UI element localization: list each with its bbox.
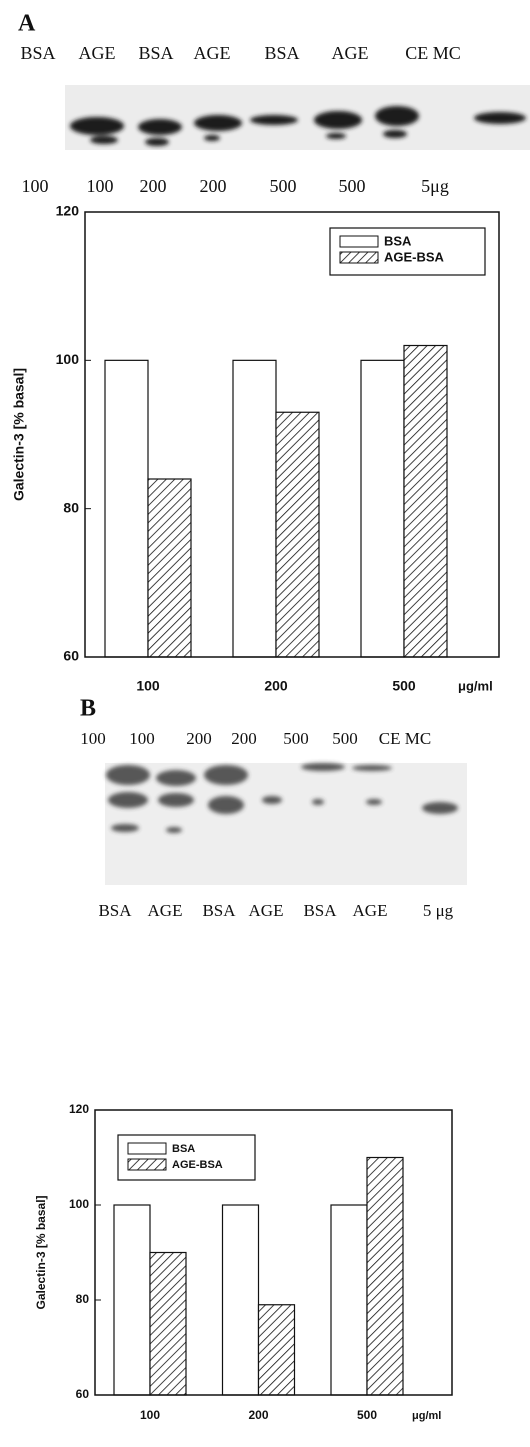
lane-label: BSA <box>202 901 236 920</box>
bar <box>276 412 319 657</box>
x-tick-label: 200 <box>264 678 288 694</box>
lane-label: AGE <box>79 43 116 63</box>
x-tick-label: 100 <box>140 1408 160 1422</box>
lane-label: CE MC <box>379 729 431 748</box>
bar <box>331 1205 367 1395</box>
lane-label: AGE <box>332 43 369 63</box>
bar <box>223 1205 259 1395</box>
lane-label: BSA <box>138 43 173 63</box>
lane-label: BSA <box>303 901 337 920</box>
lane-label: 5μg <box>421 176 449 196</box>
lane-label: BSA <box>264 43 299 63</box>
panel-label: A <box>18 11 36 37</box>
lane-label: 100 <box>80 729 106 748</box>
lane-label: 200 <box>200 176 227 196</box>
lane-label: 200 <box>186 729 212 748</box>
x-axis-unit: μg/ml <box>458 678 493 693</box>
x-tick-label: 100 <box>136 678 160 694</box>
lane-label: AGE <box>194 43 231 63</box>
bar <box>233 360 276 657</box>
lane-label: AGE <box>249 901 284 920</box>
bar <box>361 360 404 657</box>
lane-label: 100 <box>129 729 155 748</box>
legend-swatch <box>128 1159 166 1170</box>
bar <box>105 360 148 657</box>
y-tick-label: 120 <box>69 1102 89 1116</box>
y-tick-label: 60 <box>63 648 79 664</box>
lane-label: 500 <box>332 729 358 748</box>
legend-swatch <box>340 236 378 247</box>
x-tick-label: 500 <box>392 678 416 694</box>
bar <box>150 1253 186 1396</box>
lane-label: 500 <box>339 176 366 196</box>
y-tick-label: 100 <box>69 1197 89 1211</box>
lane-label: BSA <box>98 901 132 920</box>
bar <box>148 479 191 657</box>
legend-label: BSA <box>384 233 412 248</box>
y-tick-label: 80 <box>63 499 79 515</box>
y-tick-label: 120 <box>56 203 80 219</box>
lane-label: AGE <box>353 901 388 920</box>
x-tick-label: 200 <box>248 1408 268 1422</box>
x-axis-unit: μg/ml <box>412 1410 441 1422</box>
lane-label: 100 <box>87 176 114 196</box>
y-axis-label: Galectin-3 [% basal] <box>11 368 27 501</box>
legend-label: BSA <box>172 1143 195 1155</box>
y-tick-label: 60 <box>76 1387 90 1401</box>
panel-label: B <box>80 696 96 722</box>
legend-label: AGE-BSA <box>172 1159 223 1171</box>
lane-label: 500 <box>270 176 297 196</box>
bar <box>259 1305 295 1395</box>
lane-label: 200 <box>140 176 167 196</box>
bar <box>114 1205 150 1395</box>
lane-label: AGE <box>148 901 183 920</box>
lane-label: 5 μg <box>423 901 454 920</box>
y-axis-label: Galectin-3 [% basal] <box>34 1195 48 1309</box>
x-tick-label: 500 <box>357 1408 377 1422</box>
legend-swatch <box>340 252 378 263</box>
lane-label: 200 <box>231 729 257 748</box>
bar <box>367 1158 403 1396</box>
legend-swatch <box>128 1143 166 1154</box>
legend-label: AGE-BSA <box>384 249 445 264</box>
legend-box <box>118 1135 255 1180</box>
y-tick-label: 100 <box>56 351 80 367</box>
blot-image-a <box>65 85 530 150</box>
lane-label: 100 <box>22 176 49 196</box>
lane-label: BSA <box>20 43 55 63</box>
bar <box>404 346 447 658</box>
lane-label: 500 <box>283 729 309 748</box>
lane-label: CE MC <box>405 43 461 63</box>
blot-image-b <box>105 763 467 885</box>
figure: A BSA AGE BSA AGE BSA AGE CE MC 100 100 200 200 500 5… <box>0 0 530 1447</box>
y-tick-label: 80 <box>76 1292 90 1306</box>
